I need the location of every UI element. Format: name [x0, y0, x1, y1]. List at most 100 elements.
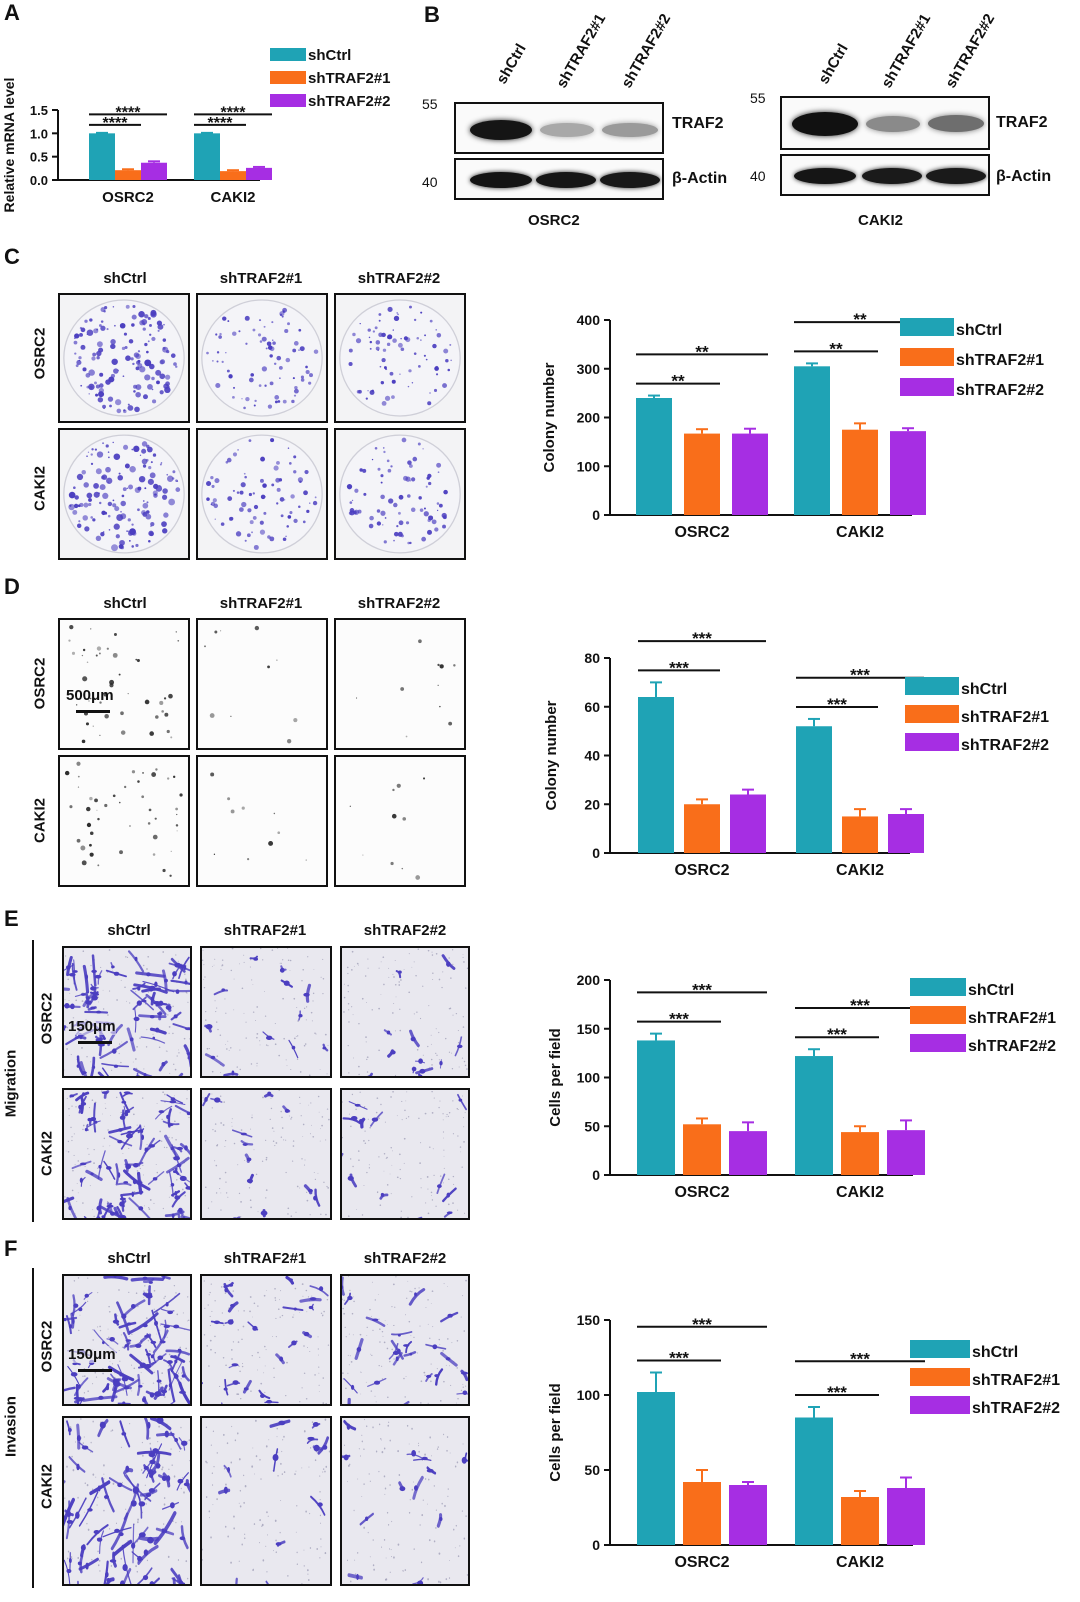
col-label-shtraf2-2-e: shTRAF2#2 — [363, 922, 447, 939]
y-tick-label: 150 — [577, 1312, 601, 1328]
y-tick-label: 40 — [584, 748, 600, 764]
row-label-osrc2-e: OSRC2 — [38, 992, 56, 1045]
y-tick-label: 50 — [584, 1462, 600, 1478]
y-tick-label: 0 — [592, 845, 600, 861]
bar-caki2-shctrl — [795, 1056, 833, 1175]
y-tick-label: 0.5 — [30, 150, 48, 165]
invasion-image-osrc2-shtraf2-2 — [340, 1274, 470, 1406]
softagar-image-osrc2-shtraf2-1 — [196, 618, 328, 750]
scale-bar-f — [78, 1369, 112, 1372]
x-tick-label: CAKI2 — [836, 524, 884, 541]
bar-osrc2-shctrl — [89, 133, 115, 180]
bar-osrc2-shtraf2-2 — [732, 433, 768, 515]
legend-label: shTRAF2#2 — [972, 1400, 1060, 1417]
legend-label: shTRAF2#1 — [956, 352, 1044, 369]
blot-traf2-osrc2 — [454, 102, 664, 154]
significance-label: *** — [827, 1383, 847, 1402]
blot-lane-label-shtraf2-2-caki2: shTRAF2#2 — [942, 11, 999, 91]
y-tick-label: 0.0 — [30, 173, 48, 188]
softagar-image-caki2-shctrl — [58, 755, 190, 887]
protein-label-actin-caki2: β-Actin — [996, 168, 1052, 185]
migration-image-osrc2-shtraf2-2 — [340, 946, 470, 1078]
row-label-caki2-c: CAKI2 — [31, 466, 49, 512]
legend-swatch — [900, 378, 954, 396]
y-tick-label: 400 — [577, 312, 601, 328]
scale-bar-d — [76, 710, 110, 713]
legend-swatch — [910, 978, 966, 996]
colony-image-osrc2-shctrl — [58, 293, 190, 423]
bar-caki2-shtraf2-1 — [842, 816, 878, 853]
row-label-caki2-f: CAKI2 — [38, 1464, 56, 1510]
bracket-migration — [32, 940, 34, 1222]
bracket-invasion — [32, 1268, 34, 1588]
bar-osrc2-shtraf2-1 — [683, 1482, 721, 1545]
bar-caki2-shtraf2-2 — [246, 167, 272, 180]
significance-label: *** — [669, 1349, 689, 1368]
bar-osrc2-shtraf2-1 — [684, 804, 720, 853]
significance-label: ** — [829, 339, 843, 358]
mw-marker-40-caki2: 40 — [750, 168, 766, 184]
panel-label-f: F — [4, 1236, 18, 1261]
mw-marker-55-caki2: 55 — [750, 90, 766, 106]
y-tick-label: 100 — [577, 1387, 601, 1403]
legend-swatch — [905, 733, 959, 751]
invasion-image-caki2-shctrl — [62, 1416, 192, 1586]
significance-label: ** — [853, 310, 867, 329]
legend-label: shTRAF2#2 — [956, 382, 1044, 399]
legend-swatch — [900, 348, 954, 366]
x-tick-label: CAKI2 — [836, 862, 884, 879]
row-label-osrc2-d: OSRC2 — [31, 657, 49, 710]
bar-osrc2-shctrl — [637, 1040, 675, 1175]
y-tick-label: 50 — [584, 1118, 600, 1134]
invasion-image-caki2-shtraf2-2 — [340, 1416, 470, 1586]
blot-lane-label-shtraf2-1-osrc2: shTRAF2#1 — [553, 11, 610, 91]
y-axis-label: Cells per field — [547, 1383, 564, 1481]
y-tick-label: 200 — [577, 972, 601, 988]
x-tick-label: CAKI2 — [210, 189, 255, 206]
migration-image-caki2-shtraf2-1 — [200, 1088, 332, 1220]
bar-caki2-shtraf2-1 — [842, 429, 878, 515]
blot-lane-label-shctrl-caki2: shCtrl — [815, 40, 852, 87]
significance-label: *** — [692, 1315, 712, 1334]
legend-label: shTRAF2#2 — [961, 737, 1049, 754]
bar-caki2-shtraf2-2 — [887, 1130, 925, 1175]
blot-traf2-caki2 — [780, 96, 990, 150]
colony-image-osrc2-shtraf2-1 — [196, 293, 328, 423]
x-tick-label: OSRC2 — [102, 189, 154, 206]
y-axis-label: Colony number — [543, 700, 560, 810]
legend-label: shCtrl — [308, 47, 351, 64]
blot-lane-label-shctrl-osrc2: shCtrl — [493, 40, 530, 87]
x-tick-label: OSRC2 — [674, 1184, 729, 1201]
blot-lane-label-shtraf2-2-osrc2: shTRAF2#2 — [618, 11, 675, 91]
y-tick-label: 1.0 — [30, 126, 48, 141]
legend-label: shTRAF2#1 — [961, 709, 1049, 726]
softagar-image-osrc2-shtraf2-2 — [334, 618, 466, 750]
scale-bar-e — [78, 1041, 112, 1044]
significance-label: ** — [671, 372, 685, 391]
legend-swatch — [270, 94, 306, 107]
significance-label: *** — [692, 629, 712, 648]
chart-e: 0 50 100 150 200 Cells per field OSRC2 CAKI2 ***… — [547, 972, 1056, 1201]
scale-bar-label-e: 150μm — [68, 1018, 116, 1035]
x-tick-label: CAKI2 — [836, 1184, 884, 1201]
y-axis-label: Colony number — [541, 362, 558, 472]
bar-osrc2-shtraf2-1 — [115, 170, 141, 180]
y-tick-label: 150 — [577, 1021, 601, 1037]
chart-a: 0.0 0.5 1.0 1.5 Relative mRNA level OSRC2 CAKI… — [1, 47, 391, 213]
bar-osrc2-shtraf2-2 — [729, 1485, 767, 1545]
col-label-shtraf2-2-d: shTRAF2#2 — [357, 595, 441, 612]
y-tick-label: 0 — [592, 1167, 600, 1183]
migration-image-caki2-shtraf2-2 — [340, 1088, 470, 1220]
y-tick-label: 60 — [584, 699, 600, 715]
panel-label-e: E — [4, 906, 19, 931]
significance-label: **** — [116, 104, 142, 121]
y-tick-label: 200 — [577, 410, 601, 426]
panel-label-b: B — [424, 2, 440, 27]
blot-actin-osrc2 — [454, 158, 664, 200]
bar-caki2-shctrl — [794, 366, 830, 515]
bar-osrc2-shctrl — [636, 398, 672, 515]
y-axis-label: Relative mRNA level — [1, 78, 17, 213]
invasion-image-osrc2-shtraf2-1 — [200, 1274, 332, 1406]
significance-label: *** — [827, 695, 847, 714]
panel-label-c: C — [4, 244, 20, 269]
